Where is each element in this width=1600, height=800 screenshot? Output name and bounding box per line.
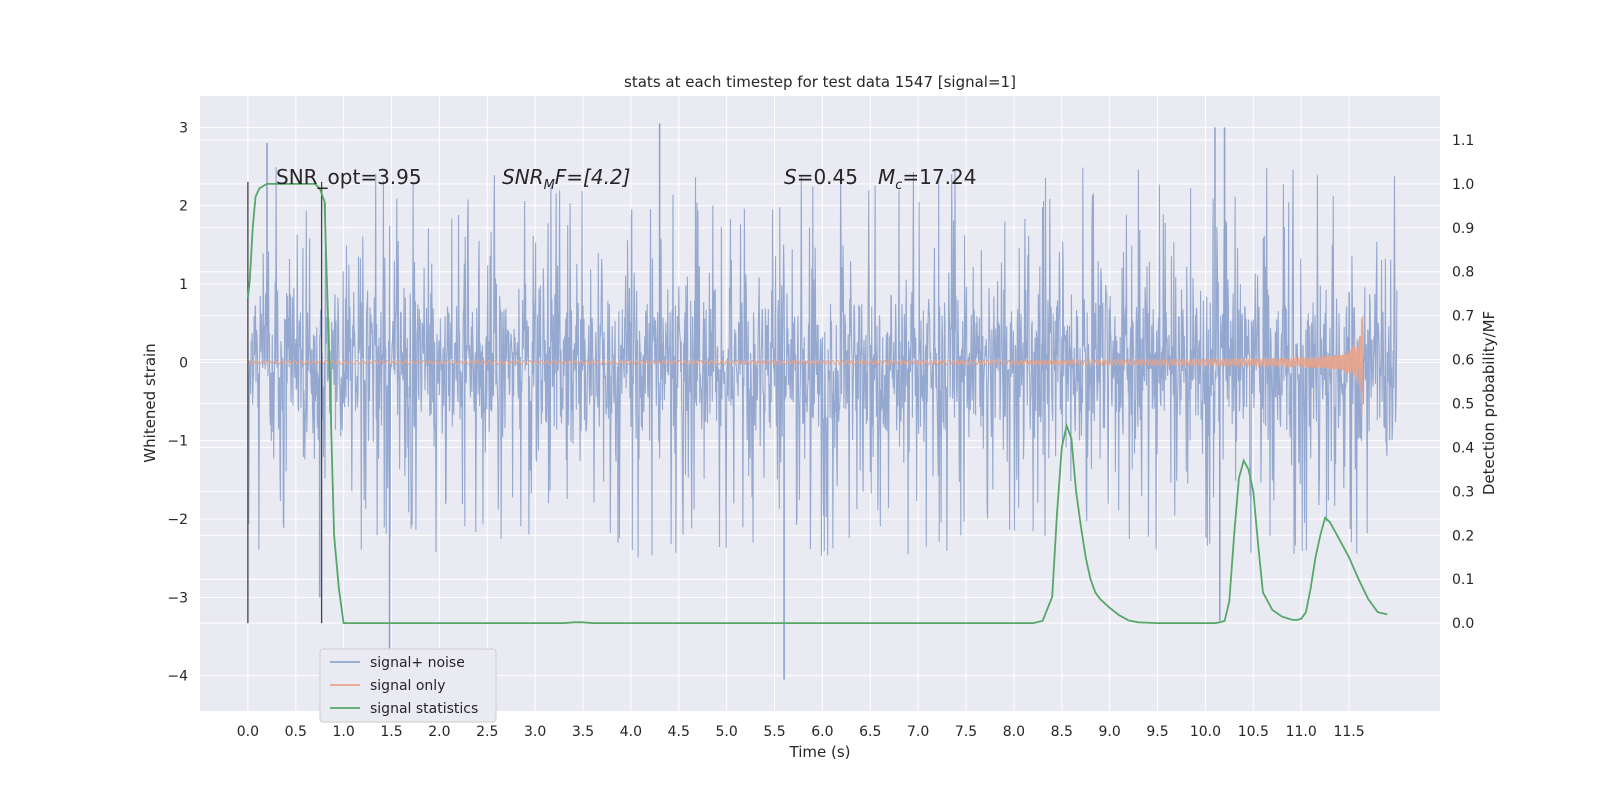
signal-statistics-line — [247, 183, 1388, 624]
x-tick-label: 4.5 — [668, 724, 690, 740]
y-left-tick-label: 0 — [179, 355, 188, 371]
y-left-tick-label: −3 — [167, 590, 188, 606]
y-right-tick-label: 0.2 — [1452, 528, 1474, 544]
x-tick-label: 0.0 — [237, 724, 259, 740]
annotation-snr-mf-rest: F=[4.2] — [555, 165, 631, 189]
x-tick-label: 0.5 — [285, 724, 307, 740]
x-tick-label: 7.5 — [955, 724, 977, 740]
x-tick-label: 10.5 — [1238, 724, 1269, 740]
annotation-snr-mf: SNRMF=[4.2] — [502, 165, 630, 193]
signal-only-trace — [247, 315, 1364, 416]
x-tick-label: 3.0 — [524, 724, 546, 740]
series-signal-statistics — [247, 183, 1388, 624]
y-left-tick-label: −2 — [167, 512, 188, 528]
x-tick-labels: 0.0 0.5 1.0 1.5 2.0 2.5 3.0 3.5 4.0 4.5 5.0 5.5 6.0 6… — [237, 724, 1365, 740]
x-tick-label: 2.0 — [428, 724, 450, 740]
x-tick-label: 11.0 — [1286, 724, 1317, 740]
y-left-axis-label: Whitened strain — [141, 343, 159, 462]
y-right-axis-label: Detection probability/MF — [1480, 311, 1498, 495]
y-left-tick-labels: 3 2 1 0 −1 −2 −3 −4 — [167, 120, 188, 684]
signal-noise-trace — [247, 166, 1398, 558]
x-tick-label: 4.0 — [620, 724, 642, 740]
annotation-s-value: =0.45 — [797, 165, 858, 189]
x-tick-label: 6.5 — [859, 724, 881, 740]
x-tick-label: 1.0 — [332, 724, 354, 740]
annotation-mc-sub: c — [895, 178, 902, 193]
y-left-tick-label: 3 — [179, 120, 188, 136]
y-right-tick-label: 0.0 — [1452, 616, 1474, 632]
legend: signal+ noise signal only signal statist… — [319, 648, 497, 723]
y-right-tick-label: 0.3 — [1452, 484, 1474, 500]
vertical-markers — [247, 181, 323, 624]
y-right-tick-label: 0.4 — [1452, 440, 1474, 456]
x-tick-label: 3.5 — [572, 724, 594, 740]
series-signal-only — [247, 315, 1364, 416]
chart-title: stats at each timestep for test data 154… — [624, 73, 1016, 91]
annotation-snr-mf-name: SNR — [502, 165, 544, 189]
y-left-tick-label: −4 — [167, 669, 188, 685]
annotation-snr-opt: SNR_opt=3.95 — [276, 165, 422, 189]
x-tick-label: 7.0 — [907, 724, 929, 740]
y-right-tick-label: 0.7 — [1452, 309, 1474, 325]
y-right-tick-label: 0.6 — [1452, 353, 1474, 369]
y-right-tick-label: 1.1 — [1452, 133, 1474, 149]
x-tick-label: 9.5 — [1146, 724, 1168, 740]
y-right-tick-label: 0.5 — [1452, 397, 1474, 413]
annotation-snr-mf-sub: M — [544, 178, 555, 193]
x-tick-label: 5.5 — [763, 724, 785, 740]
y-left-tick-label: −1 — [167, 434, 188, 450]
x-tick-label: 11.5 — [1333, 724, 1364, 740]
legend-label-signal-only: signal only — [370, 678, 445, 694]
x-tick-label: 9.0 — [1099, 724, 1121, 740]
y-right-tick-labels: 0.0 0.1 0.2 0.3 0.4 0.5 0.6 0.7 0.8 0.9 1.0 1.1 — [1452, 133, 1474, 632]
legend-box — [319, 648, 497, 723]
x-tick-label: 1.5 — [380, 724, 402, 740]
y-right-tick-label: 0.8 — [1452, 265, 1474, 281]
y-right-tick-label: 1.0 — [1452, 177, 1474, 193]
annotation-s: S=0.45 — [784, 165, 858, 189]
y-right-tick-label: 0.1 — [1452, 572, 1474, 588]
y-left-tick-label: 1 — [179, 277, 188, 293]
x-tick-label: 5.0 — [716, 724, 738, 740]
annotation-mc: Mc=17.24 — [878, 165, 976, 193]
series-signal-noise — [247, 123, 1398, 680]
x-axis-label: Time (s) — [789, 743, 851, 761]
annotation-mc-name: M — [878, 165, 895, 189]
x-tick-label: 8.5 — [1051, 724, 1073, 740]
legend-label-signal-noise: signal+ noise — [370, 655, 465, 671]
legend-label-signal-statistics: signal statistics — [370, 701, 478, 717]
y-right-tick-label: 0.9 — [1452, 221, 1474, 237]
y-left-tick-label: 2 — [179, 199, 188, 215]
x-tick-label: 6.0 — [811, 724, 833, 740]
x-tick-label: 2.5 — [476, 724, 498, 740]
x-tick-label: 8.0 — [1003, 724, 1025, 740]
annotation-s-name: S — [784, 165, 797, 189]
annotation-mc-value: =17.24 — [902, 165, 976, 189]
x-tick-label: 10.0 — [1190, 724, 1221, 740]
